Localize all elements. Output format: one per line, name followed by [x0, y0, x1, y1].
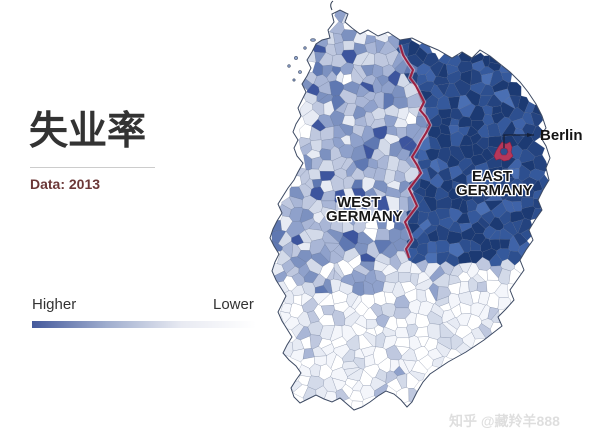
- svg-text:Berlin: Berlin: [540, 127, 583, 144]
- svg-text:GERMANY: GERMANY: [326, 208, 403, 225]
- svg-text:GERMANY: GERMANY: [456, 182, 533, 199]
